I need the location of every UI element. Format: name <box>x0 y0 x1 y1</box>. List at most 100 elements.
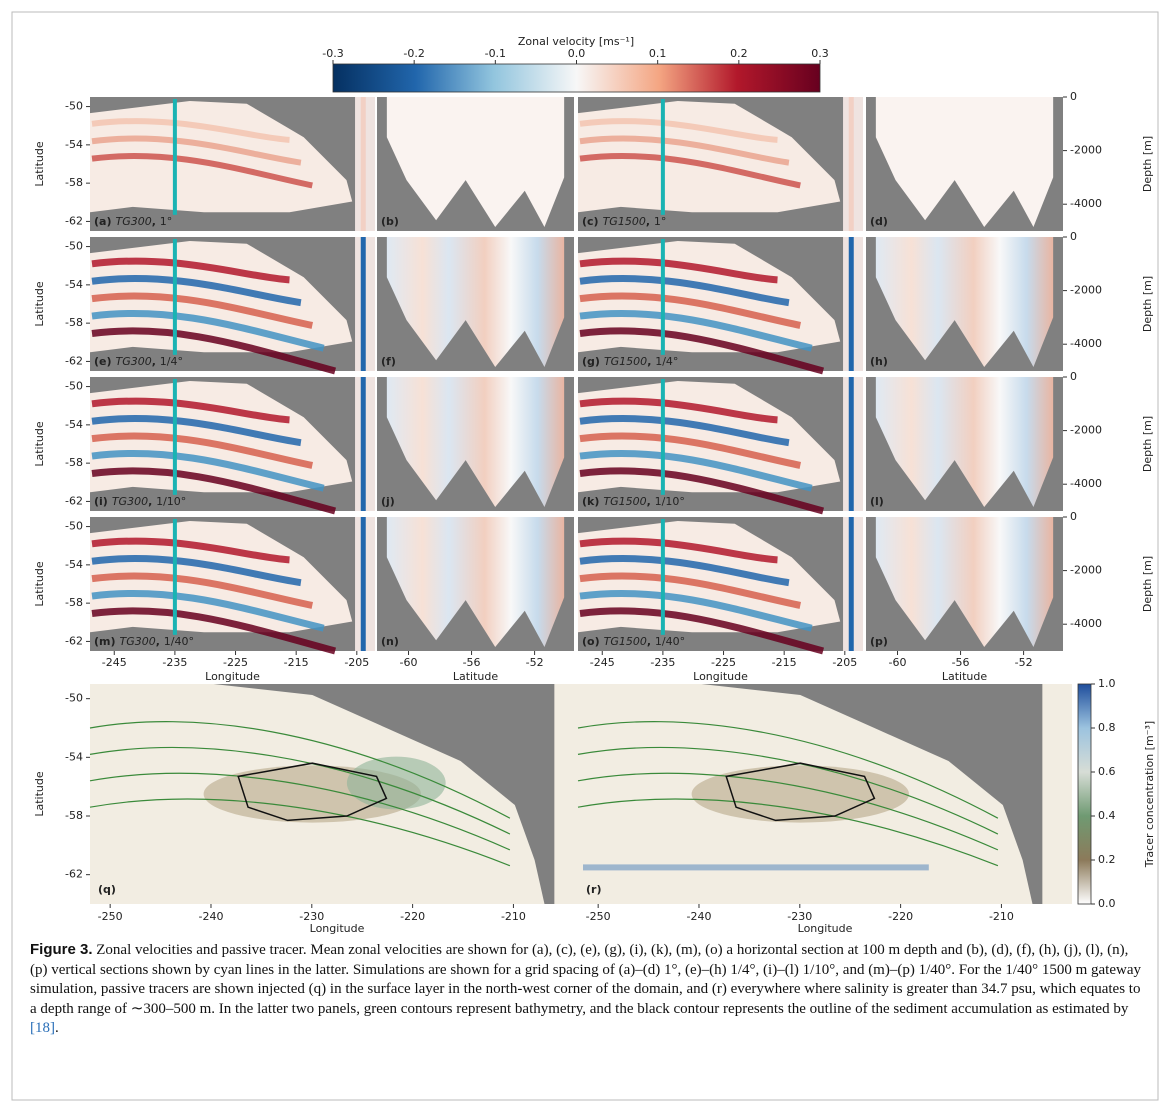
panel-id: (m) <box>94 635 116 648</box>
axis-label: Longitude <box>310 922 365 935</box>
colorbar-tick-label: 0.2 <box>1098 853 1116 866</box>
panel: (a)TG300, 1° <box>90 97 375 231</box>
panel: (k)TG1500, 1/10° <box>578 377 863 511</box>
panel-id: (n) <box>381 635 399 648</box>
caption-label: Figure 3. <box>30 941 93 958</box>
panel-label: (p) <box>870 635 888 648</box>
colorbar-tick-label: -0.2 <box>403 47 424 60</box>
x-tick-label: -225 <box>711 656 736 669</box>
edge-band <box>361 237 366 371</box>
depth-tick-label: -4000 <box>1070 477 1102 490</box>
panel: (d) <box>866 97 1063 231</box>
edge-band <box>361 377 366 511</box>
y-tick-label: -54 <box>65 750 83 763</box>
x-tick-label: -220 <box>400 910 425 923</box>
edge-band <box>849 237 854 371</box>
axis-label: Latitude <box>942 670 988 683</box>
panel: (c)TG1500, 1° <box>578 97 863 231</box>
panel: (g)TG1500, 1/4° <box>578 237 863 371</box>
run-name: TG300 <box>116 355 152 368</box>
colorbar-tick-label: 0.3 <box>811 47 829 60</box>
tracer-colorbar <box>1078 684 1091 904</box>
run-name: TG300 <box>120 635 156 648</box>
axis-label: Depth [m] <box>1141 136 1154 192</box>
resolution: 1° <box>654 215 667 228</box>
panel-id: (d) <box>870 215 888 228</box>
panel: (l) <box>866 377 1063 511</box>
caption: Figure 3. Zonal velocities and passive t… <box>30 940 1145 1039</box>
depth-tick-label: -4000 <box>1070 337 1102 350</box>
panel: (o)TG1500, 1/40° <box>578 517 863 651</box>
y-tick-label: -62 <box>65 868 83 881</box>
y-tick-label: -62 <box>65 634 83 647</box>
axis-label: Latitude <box>33 421 46 467</box>
x-tick-label: -250 <box>586 910 611 923</box>
x-tick-label: -52 <box>526 656 544 669</box>
y-tick-label: -54 <box>65 278 83 291</box>
colorbar-title: Tracer concentration [m⁻³] <box>1143 721 1156 868</box>
y-tick-label: -54 <box>65 418 83 431</box>
tracer-patch <box>347 757 446 810</box>
panel-label: (r) <box>586 883 601 896</box>
panel-label: (m)TG300, 1/40° <box>94 635 194 648</box>
axis-label: Latitude <box>453 670 499 683</box>
y-tick-label: -58 <box>65 809 83 822</box>
panel: (i)TG300, 1/10° <box>90 377 375 511</box>
colorbar-tick-label: 0.6 <box>1098 765 1116 778</box>
resolution: 1° <box>160 215 173 228</box>
run-name: TG1500 <box>604 355 647 368</box>
panel: (q) <box>90 684 584 904</box>
run-name: TG300 <box>115 215 151 228</box>
x-tick-label: -60 <box>400 656 418 669</box>
edge-band <box>849 97 854 231</box>
axis-label: Depth [m] <box>1141 416 1154 472</box>
y-tick-label: -50 <box>65 692 83 705</box>
panel: (n) <box>377 517 574 651</box>
x-tick-label: -210 <box>989 910 1014 923</box>
panel-label: (o)TG1500, 1/40° <box>582 635 685 648</box>
panel-id: (b) <box>381 215 399 228</box>
caption-end: . <box>55 1020 59 1036</box>
y-tick-label: -50 <box>65 520 83 533</box>
colorbar-tick-label: -0.3 <box>322 47 343 60</box>
depth-tick-label: -2000 <box>1070 564 1102 577</box>
y-tick-label: -50 <box>65 100 83 113</box>
x-tick-label: -205 <box>832 656 857 669</box>
panel-label: (d) <box>870 215 888 228</box>
panel-id: (c) <box>582 215 599 228</box>
run-name: TG1500 <box>604 635 647 648</box>
edge-band <box>849 377 854 511</box>
citation[interactable]: [18] <box>30 1020 55 1036</box>
x-tick-label: -215 <box>772 656 797 669</box>
x-tick-label: -56 <box>463 656 481 669</box>
y-tick-label: -62 <box>65 214 83 227</box>
edge-band <box>849 517 854 651</box>
y-tick-label: -58 <box>65 176 83 189</box>
panel-id: (g) <box>582 355 600 368</box>
x-tick-label: -240 <box>198 910 223 923</box>
resolution: 1/40° <box>164 635 194 648</box>
axis-label: Latitude <box>33 561 46 607</box>
panel-label: (a)TG300, 1° <box>94 215 172 228</box>
axis-label: Depth [m] <box>1141 556 1154 612</box>
run-name: TG300 <box>112 495 148 508</box>
depth-tick-label: 0 <box>1070 230 1077 243</box>
panel-id: (o) <box>582 635 600 648</box>
panel: (m)TG300, 1/40° <box>90 517 375 651</box>
depth-tick-label: -4000 <box>1070 617 1102 630</box>
axis-label: Latitude <box>33 141 46 187</box>
colorbar-tick-label: -0.1 <box>485 47 506 60</box>
panel-id: (j) <box>381 495 395 508</box>
panel: (r) <box>578 684 1072 904</box>
depth-tick-label: -4000 <box>1070 197 1102 210</box>
axis-label: Longitude <box>205 670 260 683</box>
caption-text: Zonal velocities and passive tracer. Mea… <box>30 942 1141 1017</box>
x-tick-label: -56 <box>952 656 970 669</box>
x-tick-label: -245 <box>102 656 127 669</box>
panel-label: (q) <box>98 883 116 896</box>
y-tick-label: -50 <box>65 380 83 393</box>
x-tick-label: -205 <box>344 656 369 669</box>
x-tick-label: -220 <box>888 910 913 923</box>
x-tick-label: -60 <box>889 656 907 669</box>
colorbar-tick-label: 0.0 <box>1098 897 1116 910</box>
